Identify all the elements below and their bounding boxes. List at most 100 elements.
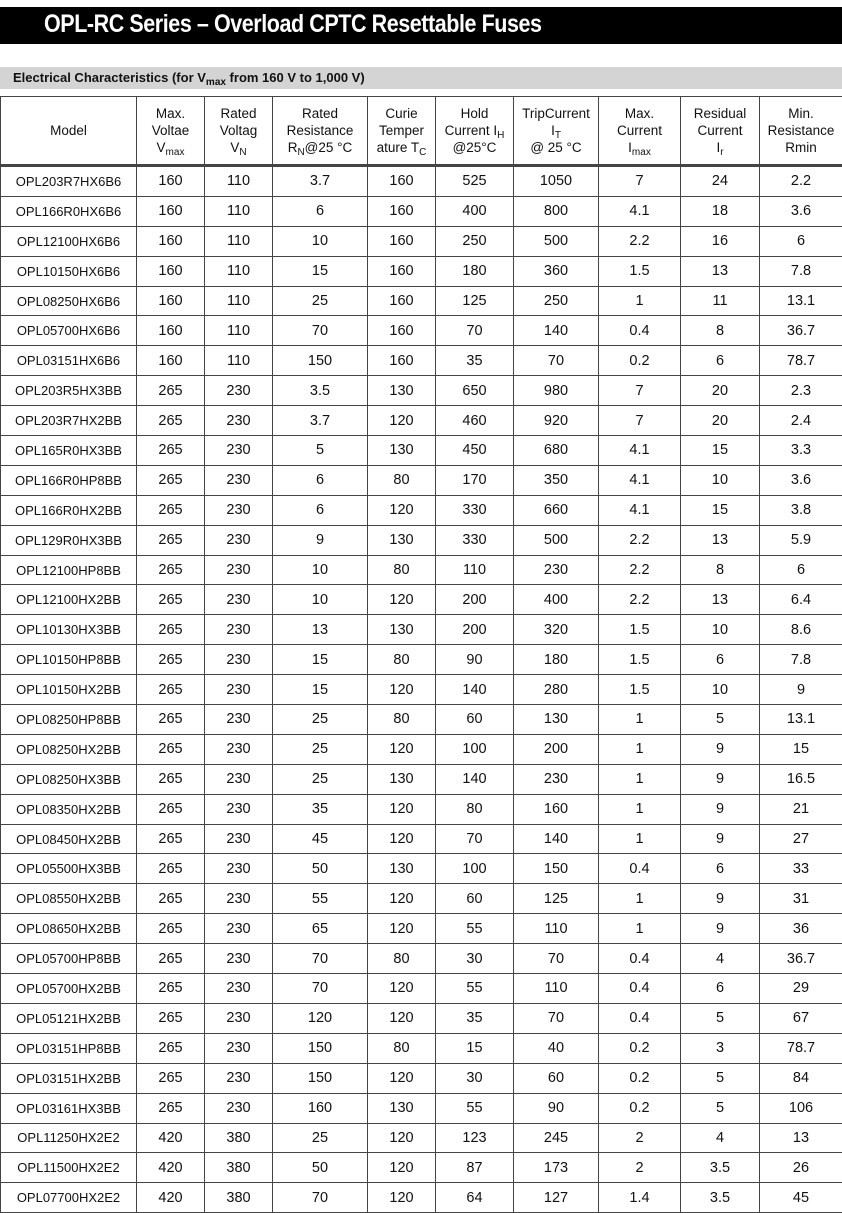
title-bar: OPL-RC Series – Overload CPTC Resettable… xyxy=(0,7,842,44)
column-header-line: TripCurrent xyxy=(514,105,598,122)
value-cell: 3.5 xyxy=(681,1153,760,1183)
model-cell: OPL03151HP8BB xyxy=(1,1033,137,1063)
subscript: C xyxy=(419,147,426,158)
value-cell: 4 xyxy=(681,944,760,974)
value-cell: 15 xyxy=(681,495,760,525)
value-cell: 230 xyxy=(205,615,273,645)
value-cell: 5 xyxy=(681,705,760,735)
value-cell: 1.4 xyxy=(599,1183,681,1213)
value-cell: 250 xyxy=(514,286,599,316)
value-cell: 1.5 xyxy=(599,256,681,286)
column-header-line: Rated xyxy=(205,105,272,122)
value-cell: 3.6 xyxy=(760,465,842,495)
value-cell: 150 xyxy=(514,854,599,884)
model-cell: OPL05500HX3BB xyxy=(1,854,137,884)
value-cell: 5 xyxy=(681,1093,760,1123)
value-cell: 330 xyxy=(436,525,514,555)
value-cell: 50 xyxy=(273,854,368,884)
value-cell: 120 xyxy=(368,1063,436,1093)
section-heading-sub: max xyxy=(206,77,226,88)
column-header-line: Rmin xyxy=(760,139,842,156)
value-cell: 6 xyxy=(273,495,368,525)
value-cell: 3.6 xyxy=(760,196,842,226)
value-cell: 265 xyxy=(137,495,205,525)
value-cell: 120 xyxy=(368,794,436,824)
value-cell: 245 xyxy=(514,1123,599,1153)
value-cell: 160 xyxy=(137,316,205,346)
value-cell: 16 xyxy=(681,226,760,256)
value-cell: 160 xyxy=(368,166,436,197)
column-header-line: Max. xyxy=(599,105,680,122)
model-cell: OPL08450HX2BB xyxy=(1,824,137,854)
value-cell: 70 xyxy=(436,824,514,854)
value-cell: 7 xyxy=(599,166,681,197)
value-cell: 36.7 xyxy=(760,944,842,974)
value-cell: 420 xyxy=(137,1153,205,1183)
model-cell: OPL05700HP8BB xyxy=(1,944,137,974)
model-cell: OPL08250HX3BB xyxy=(1,764,137,794)
value-cell: 78.7 xyxy=(760,346,842,376)
value-cell: 130 xyxy=(368,436,436,466)
value-cell: 6 xyxy=(760,555,842,585)
column-header-line: Imax xyxy=(599,139,680,156)
value-cell: 6.4 xyxy=(760,585,842,615)
value-cell: 420 xyxy=(137,1123,205,1153)
value-cell: 80 xyxy=(368,645,436,675)
value-cell: 130 xyxy=(368,764,436,794)
value-cell: 15 xyxy=(760,734,842,764)
value-cell: 0.4 xyxy=(599,1003,681,1033)
value-cell: 160 xyxy=(368,196,436,226)
value-cell: 6 xyxy=(681,645,760,675)
value-cell: 160 xyxy=(137,346,205,376)
value-cell: 1 xyxy=(599,764,681,794)
model-cell: OPL11500HX2E2 xyxy=(1,1153,137,1183)
value-cell: 160 xyxy=(273,1093,368,1123)
value-cell: 265 xyxy=(137,1003,205,1033)
value-cell: 0.2 xyxy=(599,1033,681,1063)
value-cell: 70 xyxy=(514,346,599,376)
model-cell: OPL166R0HX2BB xyxy=(1,495,137,525)
value-cell: 90 xyxy=(436,645,514,675)
value-cell: 9 xyxy=(760,675,842,705)
value-cell: 160 xyxy=(368,226,436,256)
value-cell: 4.1 xyxy=(599,465,681,495)
value-cell: 265 xyxy=(137,675,205,705)
value-cell: 7.8 xyxy=(760,645,842,675)
value-cell: 7 xyxy=(599,406,681,436)
value-cell: 230 xyxy=(205,675,273,705)
value-cell: 230 xyxy=(205,734,273,764)
value-cell: 70 xyxy=(273,944,368,974)
model-cell: OPL08250HP8BB xyxy=(1,705,137,735)
value-cell: 265 xyxy=(137,645,205,675)
value-cell: 3.7 xyxy=(273,166,368,197)
value-cell: 130 xyxy=(368,525,436,555)
value-cell: 25 xyxy=(273,705,368,735)
value-cell: 500 xyxy=(514,226,599,256)
value-cell: 80 xyxy=(368,555,436,585)
value-cell: 230 xyxy=(205,914,273,944)
value-cell: 160 xyxy=(137,256,205,286)
value-cell: 80 xyxy=(368,944,436,974)
value-cell: 4.1 xyxy=(599,436,681,466)
column-header-line: Vmax xyxy=(137,139,204,156)
value-cell: 11 xyxy=(681,286,760,316)
value-cell: 160 xyxy=(137,226,205,256)
model-cell: OPL11250HX2E2 xyxy=(1,1123,137,1153)
model-cell: OPL12100HX6B6 xyxy=(1,226,137,256)
value-cell: 1.5 xyxy=(599,675,681,705)
page-title: OPL-RC Series – Overload CPTC Resettable… xyxy=(44,10,542,39)
value-cell: 8 xyxy=(681,316,760,346)
value-cell: 200 xyxy=(436,615,514,645)
value-cell: 1 xyxy=(599,914,681,944)
